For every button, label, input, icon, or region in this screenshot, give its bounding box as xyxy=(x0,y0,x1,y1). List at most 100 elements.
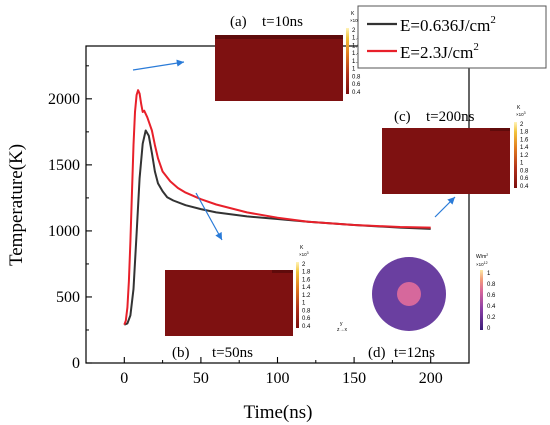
colorbar-tick-label: 0.2 xyxy=(487,315,496,321)
colorbar-tick-label: 0.4 xyxy=(520,184,529,190)
colorbar-tick-label: 0.4 xyxy=(302,324,311,330)
colorbar-tick-label: 1 xyxy=(487,271,491,277)
y-tick-label: 2000 xyxy=(48,91,80,108)
series-line-1 xyxy=(123,89,431,326)
inset-d-unit-exp: 2 xyxy=(486,253,488,257)
inset-d-time: t=12ns xyxy=(394,345,435,361)
x-tick-label: 150 xyxy=(342,370,366,387)
inset-c-time: t=200ns xyxy=(426,109,475,125)
inset-d-label: (d) xyxy=(368,345,386,361)
legend-label-series-0: E=0.636J/cm xyxy=(400,16,490,35)
legend-label-series-1: E=2.3J/cm xyxy=(400,43,473,62)
legend-label-series-0-exp: 2 xyxy=(490,14,496,26)
arrow-to-inset-b xyxy=(195,192,223,241)
arrow-to-inset-c xyxy=(434,196,456,218)
x-tick-label: 200 xyxy=(419,370,443,387)
inset-c-label: (c) xyxy=(394,109,411,125)
inset-c-scale: ×10 xyxy=(516,112,524,117)
colorbar-tick-label: 1 xyxy=(352,67,356,73)
arrow-to-inset-a xyxy=(132,59,185,71)
colorbar-tick-label: 1.8 xyxy=(302,270,311,276)
inset-d: 1 0.8 0.6 0.4 0.2 0 W/m2 ×1012 y z→x (d) t=12… xyxy=(337,253,496,361)
legend: E=0.636J/cm2 E=2.3J/cm2 xyxy=(357,5,547,69)
svg-text:×103: ×103 xyxy=(299,251,309,257)
inset-d-disk-inner xyxy=(397,282,421,306)
inset-a-map xyxy=(215,35,343,101)
colorbar-tick-label: 1.6 xyxy=(352,43,361,49)
colorbar-tick-label: 0.6 xyxy=(302,316,311,322)
svg-text:E=2.3J/cm2: E=2.3J/cm2 xyxy=(400,41,479,62)
y-tick-label: 0 xyxy=(72,355,80,372)
legend-label-series-1-exp: 2 xyxy=(473,41,479,53)
x-tick-label: 100 xyxy=(266,370,290,387)
y-axis-ticks: 0 500 1000 1500 2000 xyxy=(48,65,92,372)
colorbar-tick-label: 0.8 xyxy=(487,282,496,288)
inset-d-axis-zx: z→x xyxy=(337,327,348,333)
inset-d-unit: W/m xyxy=(476,254,486,260)
inset-b-scale-exp: 3 xyxy=(307,251,309,255)
colorbar-tick-label: 1.4 xyxy=(302,285,311,291)
colorbar-tick-label: 1.6 xyxy=(302,277,311,283)
colorbar-tick-label: 1.4 xyxy=(352,51,361,57)
y-axis-label: Temperature(K) xyxy=(6,144,27,266)
inset-a: (a) t=10ns 2 1.81.6 1.4 1.2 10.8 0.6 0.4 K ×10… xyxy=(215,11,361,101)
inset-b-scale: ×10 xyxy=(299,252,307,257)
inset-b-map xyxy=(165,270,293,336)
x-tick-label: 50 xyxy=(193,370,209,387)
colorbar-tick-label: 0.8 xyxy=(520,168,529,174)
svg-text:E=0.636J/cm2: E=0.636J/cm2 xyxy=(400,14,496,35)
colorbar-tick-label: 0.6 xyxy=(352,82,361,88)
colorbar-tick-label: 1.6 xyxy=(520,137,529,143)
inset-a-scale: ×10 xyxy=(350,18,358,23)
svg-text:×1012: ×1012 xyxy=(476,261,488,267)
inset-c-map-top xyxy=(490,128,510,131)
colorbar-tick-label: 1.2 xyxy=(302,293,311,299)
inset-c-colorbar xyxy=(514,122,517,188)
svg-text:×103: ×103 xyxy=(516,111,526,117)
colorbar-tick-label: 1.2 xyxy=(352,59,361,65)
inset-c: (c) t=200ns 2 1.81.6 1.4 1.2 10.8 0.6 0.4 K ×1… xyxy=(382,105,529,194)
inset-d-colorbar xyxy=(480,270,483,330)
inset-c-map xyxy=(382,128,510,194)
inset-a-unit: K xyxy=(351,11,355,17)
colorbar-tick-label: 1.2 xyxy=(520,153,529,159)
inset-a-map-top xyxy=(215,35,343,39)
inset-b: 2 1.81.6 1.4 1.2 10.8 0.6 0.4 K ×103 (b) t=50n… xyxy=(165,245,311,361)
x-tick-label: 0 xyxy=(120,370,128,387)
x-axis-ticks: 0 50 100 150 200 xyxy=(85,357,470,387)
inset-d-scale-exp: 12 xyxy=(484,261,488,265)
colorbar-tick-label: 0.6 xyxy=(520,176,529,182)
colorbar-tick-label: 0.6 xyxy=(487,293,496,299)
inset-c-scale-exp: 3 xyxy=(524,111,526,115)
series-line-0 xyxy=(123,129,431,326)
inset-d-axis-y: y xyxy=(340,321,343,327)
svg-text:W/m2: W/m2 xyxy=(476,253,488,260)
inset-d-scale: ×10 xyxy=(476,262,484,267)
colorbar-tick-label: 0.4 xyxy=(487,304,496,310)
x-axis-label: Time(ns) xyxy=(244,402,313,423)
colorbar-tick-label: 1 xyxy=(520,161,524,167)
colorbar-tick-label: 0 xyxy=(487,326,491,332)
inset-b-label: (b) xyxy=(172,345,190,361)
inset-a-label: (a) xyxy=(230,14,247,30)
inset-b-map-top xyxy=(272,270,293,273)
colorbar-tick-label: 1.8 xyxy=(520,130,529,136)
colorbar-tick-label: 1.4 xyxy=(520,145,529,151)
inset-a-colorbar xyxy=(346,28,349,94)
colorbar-tick-label: 2 xyxy=(302,262,306,268)
inset-b-colorbar xyxy=(296,262,299,328)
y-tick-label: 1000 xyxy=(48,223,80,240)
colorbar-tick-label: 0.4 xyxy=(352,90,361,96)
inset-b-unit: K xyxy=(300,245,304,251)
colorbar-tick-label: 1.8 xyxy=(352,36,361,42)
series-layer xyxy=(123,89,431,326)
inset-a-time: t=10ns xyxy=(262,14,303,30)
colorbar-tick-label: 2 xyxy=(352,28,356,34)
legend-box xyxy=(357,5,547,69)
y-tick-label: 1500 xyxy=(48,157,80,174)
colorbar-tick-label: 1 xyxy=(302,301,306,307)
y-tick-label: 500 xyxy=(56,289,80,306)
colorbar-tick-label: 0.8 xyxy=(352,74,361,80)
inset-b-time: t=50ns xyxy=(212,345,253,361)
